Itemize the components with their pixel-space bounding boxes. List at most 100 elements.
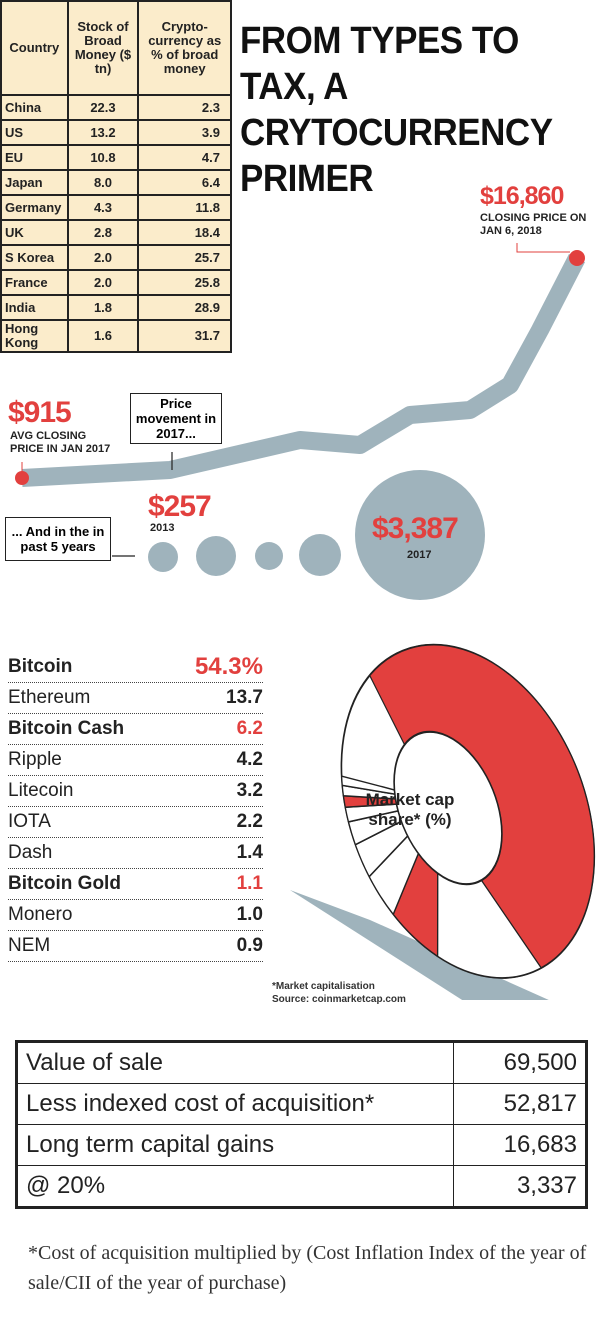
price-chart [15, 243, 586, 600]
coin-share: 4.2 [236, 749, 263, 770]
table-row: Less indexed cost of acquisition* 52,817 [16, 1083, 587, 1125]
bubble-2014 [196, 536, 236, 576]
table-cell: 1.8 [66, 294, 140, 321]
price-movement-label: Price movement in 2017... [130, 393, 222, 444]
table-cell: 8.0 [66, 169, 140, 196]
list-item: Litecoin 3.2 [8, 776, 263, 807]
table-cell: Germany [0, 194, 69, 221]
table-cell: 2.3 [137, 94, 232, 121]
table-cell: 4.7 [137, 144, 232, 171]
table-cell: 4.3 [66, 194, 140, 221]
bubble-2017 [355, 470, 485, 600]
table-row: EU 10.8 4.7 [0, 144, 232, 171]
table-cell: 22.3 [66, 94, 140, 121]
coin-name: IOTA [8, 811, 51, 832]
table-row: Value of sale 69,500 [16, 1041, 587, 1084]
years-label: ... And in the in past 5 years [5, 517, 111, 561]
coin-share: 0.9 [236, 935, 263, 956]
bubble-2013 [148, 542, 178, 572]
coin-name: Monero [8, 904, 73, 925]
end-price: $16,860 [480, 182, 564, 210]
table-cell: 69,500 [453, 1041, 587, 1084]
table-row: US 13.2 3.9 [0, 119, 232, 146]
list-item: Monero 1.0 [8, 900, 263, 931]
page-title: FROM TYPES TO TAX, A CRYTOCURRENCY PRIME… [240, 20, 552, 200]
table-cell: Less indexed cost of acquisition* [16, 1083, 454, 1125]
table-cell: 1.6 [66, 319, 140, 353]
table-cell: 25.7 [137, 244, 232, 271]
coin-name: Bitcoin Cash [8, 718, 125, 739]
table-cell: 2.0 [66, 244, 140, 271]
table-cell: 2.8 [66, 219, 140, 246]
table-cell: US [0, 119, 69, 146]
year-2013: 2013 [150, 522, 175, 534]
start-price-label: AVG CLOSING PRICE IN JAN 2017 [10, 430, 111, 455]
list-item: Bitcoin Gold 1.1 [8, 869, 263, 900]
table-cell: 13.2 [66, 119, 140, 146]
table-row: S Korea 2.0 25.7 [0, 244, 232, 271]
bubble-2015 [255, 542, 283, 570]
source: Source: coinmarketcap.com [272, 994, 406, 1005]
table-row: Japan 8.0 6.4 [0, 169, 232, 196]
col-header: Stock of Broad Money ($ tn) [66, 0, 140, 96]
year-2017: 2017 [407, 549, 432, 561]
coin-share: 54.3% [194, 653, 263, 680]
table-cell: 3.9 [137, 119, 232, 146]
coin-name: Ethereum [8, 687, 91, 708]
market-cap-donut [290, 643, 596, 1000]
broad-money-table: Country Stock of Broad Money ($ tn) Cryp… [0, 0, 232, 353]
col-header: Country [0, 0, 69, 96]
end-price-label: CLOSING PRICE ON JAN 6, 2018 [480, 212, 587, 237]
coin-share: 1.4 [236, 842, 263, 863]
table-cell: 6.4 [137, 169, 232, 196]
table-cell: Value of sale [16, 1041, 454, 1084]
table-cell: UK [0, 219, 69, 246]
list-item: Bitcoin Cash 6.2 [8, 714, 263, 745]
list-item: Ripple 4.2 [8, 745, 263, 776]
coin-share: 1.1 [236, 873, 263, 894]
table-cell: Long term capital gains [16, 1124, 454, 1166]
end-point [569, 250, 585, 266]
table-cell: India [0, 294, 69, 321]
table-row: Germany 4.3 11.8 [0, 194, 232, 221]
table-row: UK 2.8 18.4 [0, 219, 232, 246]
table-row: Hong Kong 1.6 31.7 [0, 319, 232, 353]
table-cell: Hong Kong [0, 319, 69, 353]
table-cell: 11.8 [137, 194, 232, 221]
table-cell: Japan [0, 169, 69, 196]
table-cell: France [0, 269, 69, 296]
table-row: China 22.3 2.3 [0, 94, 232, 121]
market-cap-list: Bitcoin 54.3% Ethereum 13.7 Bitcoin Cash 6.2 R… [8, 652, 263, 962]
coin-share: 2.2 [236, 811, 263, 832]
table-row: Long term capital gains 16,683 [16, 1124, 587, 1166]
coin-name: Bitcoin Gold [8, 873, 121, 894]
coin-share: 1.0 [236, 904, 263, 925]
price-2017: $3,387 [372, 512, 459, 545]
table-cell: @ 20% [16, 1165, 454, 1208]
list-item: NEM 0.9 [8, 931, 263, 962]
table-cell: China [0, 94, 69, 121]
price-line [21, 253, 586, 487]
start-price: $915 [8, 396, 72, 429]
bubble-2016 [299, 534, 341, 576]
donut-center-label: Market cap share* (%) [365, 790, 455, 829]
table-cell: 52,817 [453, 1083, 587, 1125]
table-row: India 1.8 28.9 [0, 294, 232, 321]
list-item: Dash 1.4 [8, 838, 263, 869]
table-cell: 18.4 [137, 219, 232, 246]
price-2013: $257 [148, 490, 212, 523]
table-cell: EU [0, 144, 69, 171]
table-row: France 2.0 25.8 [0, 269, 232, 296]
start-point [15, 471, 29, 485]
coin-name: Dash [8, 842, 53, 863]
tax-footnote: *Cost of acquisition multiplied by (Cost… [28, 1242, 587, 1294]
coin-share: 6.2 [236, 718, 263, 739]
coin-name: Bitcoin [8, 656, 73, 677]
coin-name: Litecoin [8, 780, 74, 801]
list-item: Ethereum 13.7 [8, 683, 263, 714]
table-cell: 31.7 [137, 319, 232, 353]
coin-name: Ripple [8, 749, 62, 770]
list-item: IOTA 2.2 [8, 807, 263, 838]
table-cell: 16,683 [453, 1124, 587, 1166]
table-cell: 28.9 [137, 294, 232, 321]
